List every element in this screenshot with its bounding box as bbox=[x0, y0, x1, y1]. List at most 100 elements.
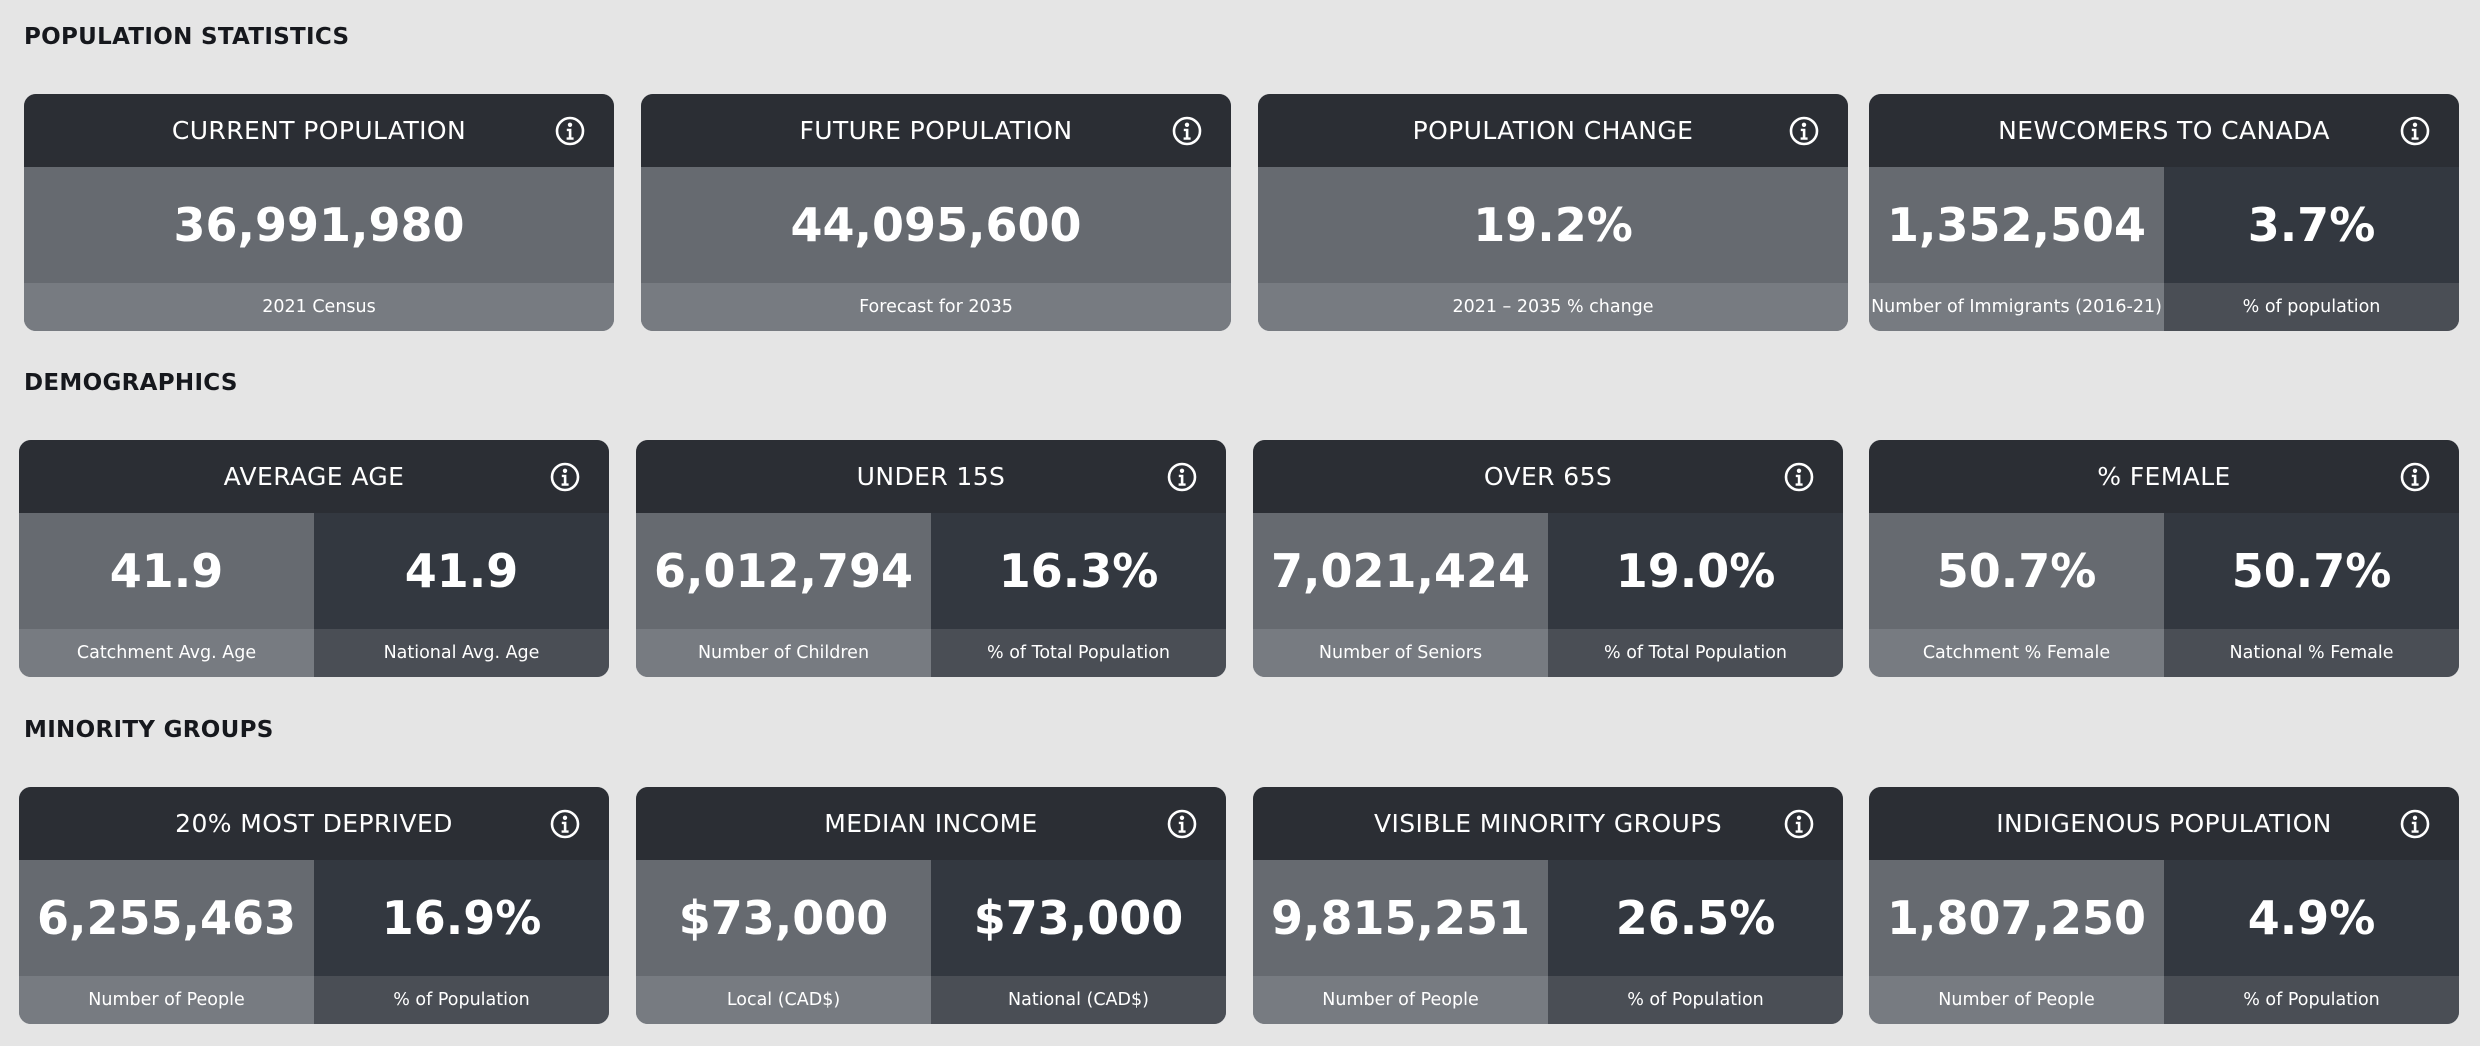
card-body: 19.2% 2021 – 2035 % change bbox=[1258, 167, 1848, 331]
card-body: 50.7% Catchment % Female 50.7% National … bbox=[1869, 513, 2459, 677]
stat-value: 19.0% bbox=[1548, 513, 1843, 629]
stat-label: Catchment % Female bbox=[1869, 629, 2164, 677]
card-header: MEDIAN INCOME bbox=[636, 787, 1226, 860]
card-newcomers-to-canada: NEWCOMERS TO CANADA 1,352,504 Number of … bbox=[1869, 94, 2459, 331]
stat-label: 2021 – 2035 % change bbox=[1258, 283, 1848, 331]
section-title-population-statistics: POPULATION STATISTICS bbox=[24, 24, 350, 50]
card-header: AVERAGE AGE bbox=[19, 440, 609, 513]
stat-left: 6,255,463 Number of People bbox=[19, 860, 314, 1024]
card-header: OVER 65S bbox=[1253, 440, 1843, 513]
stat-value: 50.7% bbox=[2164, 513, 2459, 629]
info-icon[interactable] bbox=[1165, 460, 1199, 494]
stat-label: Number of Immigrants (2016-21) bbox=[1869, 283, 2164, 331]
stat-value: 6,012,794 bbox=[636, 513, 931, 629]
stat-value: 7,021,424 bbox=[1253, 513, 1548, 629]
stat-right: $73,000 National (CAD$) bbox=[931, 860, 1226, 1024]
stat-value: 36,991,980 bbox=[24, 167, 614, 283]
card-body: 6,255,463 Number of People 16.9% % of Po… bbox=[19, 860, 609, 1024]
stat-value: 19.2% bbox=[1258, 167, 1848, 283]
card-body: 6,012,794 Number of Children 16.3% % of … bbox=[636, 513, 1226, 677]
stat-left: 44,095,600 Forecast for 2035 bbox=[641, 167, 1231, 331]
stat-label: % of Total Population bbox=[931, 629, 1226, 677]
card-current-population: CURRENT POPULATION 36,991,980 2021 Censu… bbox=[24, 94, 614, 331]
stat-right: 26.5% % of Population bbox=[1548, 860, 1843, 1024]
info-icon[interactable] bbox=[1165, 807, 1199, 841]
stat-left: 7,021,424 Number of Seniors bbox=[1253, 513, 1548, 677]
stat-value: 41.9 bbox=[314, 513, 609, 629]
stat-right: 3.7% % of population bbox=[2164, 167, 2459, 331]
info-icon[interactable] bbox=[548, 807, 582, 841]
stat-value: 41.9 bbox=[19, 513, 314, 629]
stat-label: Number of People bbox=[19, 976, 314, 1024]
info-icon[interactable] bbox=[548, 460, 582, 494]
stat-label: % of population bbox=[2164, 283, 2459, 331]
stat-value: 9,815,251 bbox=[1253, 860, 1548, 976]
card-visible-minority-groups: VISIBLE MINORITY GROUPS 9,815,251 Number… bbox=[1253, 787, 1843, 1024]
card-body: 1,352,504 Number of Immigrants (2016-21)… bbox=[1869, 167, 2459, 331]
info-icon[interactable] bbox=[2398, 114, 2432, 148]
card-title: MEDIAN INCOME bbox=[824, 809, 1038, 838]
stat-right: 19.0% % of Total Population bbox=[1548, 513, 1843, 677]
stat-label: Number of People bbox=[1253, 976, 1548, 1024]
card-title: VISIBLE MINORITY GROUPS bbox=[1374, 809, 1722, 838]
info-icon[interactable] bbox=[1787, 114, 1821, 148]
card-title: INDIGENOUS POPULATION bbox=[1996, 809, 2332, 838]
stat-right: 50.7% National % Female bbox=[2164, 513, 2459, 677]
stat-label: National Avg. Age bbox=[314, 629, 609, 677]
stat-left: 1,352,504 Number of Immigrants (2016-21) bbox=[1869, 167, 2164, 331]
stat-label: 2021 Census bbox=[24, 283, 614, 331]
card-title: % FEMALE bbox=[2097, 462, 2231, 491]
card-population-change: POPULATION CHANGE 19.2% 2021 – 2035 % ch… bbox=[1258, 94, 1848, 331]
card-header: NEWCOMERS TO CANADA bbox=[1869, 94, 2459, 167]
stat-right: 16.3% % of Total Population bbox=[931, 513, 1226, 677]
info-icon[interactable] bbox=[1782, 807, 1816, 841]
stat-label: National % Female bbox=[2164, 629, 2459, 677]
card-under-15s: UNDER 15S 6,012,794 Number of Children 1… bbox=[636, 440, 1226, 677]
stat-value: 44,095,600 bbox=[641, 167, 1231, 283]
stat-label: % of Population bbox=[2164, 976, 2459, 1024]
stat-value: 16.9% bbox=[314, 860, 609, 976]
card-header: % FEMALE bbox=[1869, 440, 2459, 513]
stat-label: Number of Children bbox=[636, 629, 931, 677]
info-icon[interactable] bbox=[1170, 114, 1204, 148]
card-body: 1,807,250 Number of People 4.9% % of Pop… bbox=[1869, 860, 2459, 1024]
card-over-65s: OVER 65S 7,021,424 Number of Seniors 19.… bbox=[1253, 440, 1843, 677]
stat-value: 3.7% bbox=[2164, 167, 2459, 283]
stat-left: 36,991,980 2021 Census bbox=[24, 167, 614, 331]
card-indigenous-population: INDIGENOUS POPULATION 1,807,250 Number o… bbox=[1869, 787, 2459, 1024]
card-header: 20% MOST DEPRIVED bbox=[19, 787, 609, 860]
card-20-most-deprived: 20% MOST DEPRIVED 6,255,463 Number of Pe… bbox=[19, 787, 609, 1024]
card-header: INDIGENOUS POPULATION bbox=[1869, 787, 2459, 860]
stat-label: National (CAD$) bbox=[931, 976, 1226, 1024]
card-future-population: FUTURE POPULATION 44,095,600 Forecast fo… bbox=[641, 94, 1231, 331]
info-icon[interactable] bbox=[2398, 807, 2432, 841]
stat-left: 1,807,250 Number of People bbox=[1869, 860, 2164, 1024]
stat-value: $73,000 bbox=[931, 860, 1226, 976]
stat-label: % of Population bbox=[314, 976, 609, 1024]
card-body: $73,000 Local (CAD$) $73,000 National (C… bbox=[636, 860, 1226, 1024]
stat-right: 41.9 National Avg. Age bbox=[314, 513, 609, 677]
info-icon[interactable] bbox=[2398, 460, 2432, 494]
info-icon[interactable] bbox=[1782, 460, 1816, 494]
card-title: AVERAGE AGE bbox=[223, 462, 405, 491]
section-title-demographics: DEMOGRAPHICS bbox=[24, 370, 238, 396]
stat-left: 6,012,794 Number of Children bbox=[636, 513, 931, 677]
card-title: POPULATION CHANGE bbox=[1412, 116, 1694, 145]
stat-value: 4.9% bbox=[2164, 860, 2459, 976]
info-icon[interactable] bbox=[553, 114, 587, 148]
card-body: 9,815,251 Number of People 26.5% % of Po… bbox=[1253, 860, 1843, 1024]
stat-value: 1,807,250 bbox=[1869, 860, 2164, 976]
stat-label: % of Total Population bbox=[1548, 629, 1843, 677]
card-title: UNDER 15S bbox=[856, 462, 1006, 491]
stat-left: 9,815,251 Number of People bbox=[1253, 860, 1548, 1024]
stat-label: Catchment Avg. Age bbox=[19, 629, 314, 677]
stat-value: $73,000 bbox=[636, 860, 931, 976]
stat-value: 1,352,504 bbox=[1869, 167, 2164, 283]
card-percent-female: % FEMALE 50.7% Catchment % Female 50.7% … bbox=[1869, 440, 2459, 677]
stat-value: 6,255,463 bbox=[19, 860, 314, 976]
card-header: POPULATION CHANGE bbox=[1258, 94, 1848, 167]
card-title: OVER 65S bbox=[1483, 462, 1613, 491]
card-header: CURRENT POPULATION bbox=[24, 94, 614, 167]
stat-left: 50.7% Catchment % Female bbox=[1869, 513, 2164, 677]
card-body: 36,991,980 2021 Census bbox=[24, 167, 614, 331]
